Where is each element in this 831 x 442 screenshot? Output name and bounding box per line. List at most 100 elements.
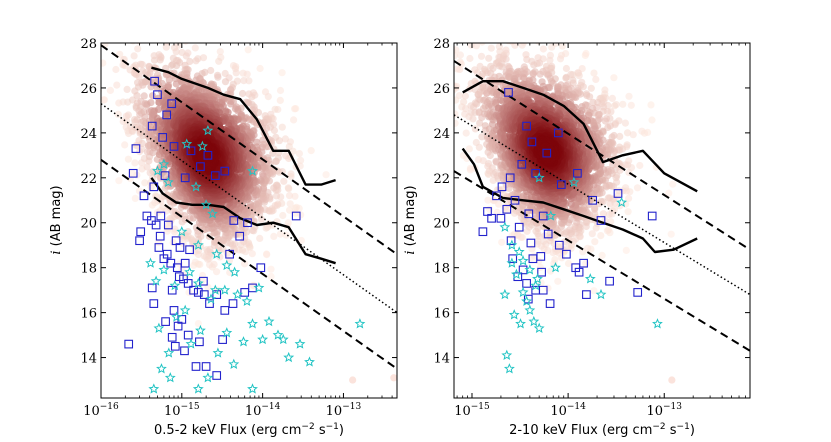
left-density-point [297,236,305,245]
right-density-point [621,119,630,127]
left-density-point [106,86,114,94]
left-square-marker [228,299,238,308]
right-density-point [540,237,548,245]
left-square-marker [193,288,203,297]
left-density-point [216,253,224,261]
right-density-point [536,263,545,271]
right-density-point [623,129,632,137]
left-density-point [156,56,164,64]
right-density-point [456,51,464,59]
left-square-marker [256,263,266,273]
right-density-point [615,187,623,195]
left-density-point [181,212,189,220]
left-density-point [135,73,143,81]
left-square-marker [149,182,159,192]
right-density-point [454,46,460,54]
left-square-marker [149,299,159,308]
left-density-point [134,45,142,53]
right-density-point [467,43,475,49]
left-star-marker [202,124,214,136]
left-density-point [284,184,292,192]
right-density-point [602,182,610,190]
left-x-tick-label: 10−16 [83,402,119,419]
left-square-marker [142,211,152,221]
left-density-point [180,2,187,9]
right-density-point [454,110,459,118]
left-density-point [135,187,143,195]
right-density-point [462,105,470,113]
left-density-point [114,110,122,118]
right-density-point [477,52,486,60]
right-density-point [472,43,480,50]
left-star-marker [253,282,265,293]
left-density-point [138,139,146,147]
right-density-point [566,226,574,234]
left-star-marker [257,333,269,345]
left-density-point [141,35,148,42]
right-density-point [592,75,600,83]
left-density-point [271,105,279,113]
left-density-point [124,111,132,119]
right-density-point [484,196,492,204]
left-star-marker [152,165,163,176]
left-square-marker [167,285,177,295]
right-density-point [460,98,468,106]
left-square-marker [175,243,185,252]
left-density-point [227,100,235,108]
right-density-point [665,189,673,197]
right-density-point [498,63,506,71]
left-star-marker [153,322,165,333]
right-density-point [608,94,617,102]
left-density-point [64,41,71,48]
left-density-point [290,116,298,124]
left-density-point [276,96,284,104]
right-density-point [590,69,598,77]
left-density-point [297,156,305,164]
left-star-marker [185,338,197,349]
right-density-point [486,205,494,213]
right-density-point [547,267,555,275]
left-square-marker [167,99,177,109]
left-density-point [171,225,179,233]
right-density-point [669,180,677,188]
right-density-point [457,60,465,68]
left-density-point [196,260,204,269]
left-square-marker [153,90,162,100]
left-density-point [221,78,230,86]
right-density-point [495,200,503,208]
left-y-tick-label: 22 [80,172,97,187]
left-square-marker [195,337,204,347]
left-square-marker [205,299,214,308]
right-density-point [453,24,460,31]
left-square-marker [183,330,193,340]
left-curve-layer [101,44,397,370]
left-square-marker [173,321,183,331]
left-square-marker [229,216,239,225]
left-density-point [244,46,252,54]
left-density-point [139,30,146,37]
left-square-marker [179,274,188,284]
left-density-point [101,96,108,104]
left-square-marker [147,283,157,293]
left-dashed-curve [101,158,397,370]
right-density-point [562,74,570,82]
left-star-marker [176,226,188,237]
right-density-point [601,117,610,125]
left-density-point [245,77,253,85]
right-density-point [489,13,496,20]
left-square-marker [167,332,177,342]
right-density-point [603,227,612,235]
right-density-point [633,184,642,192]
left-star-marker [202,372,214,383]
left-axes-frame [100,42,398,399]
right-density-point [609,161,617,169]
left-square-marker [135,236,144,246]
left-square-marker [212,371,222,380]
right-density-point [519,35,526,42]
left-density-point [130,24,137,31]
left-square-marker [128,168,138,178]
left-star-marker [219,284,231,295]
left-square-marker [136,227,146,237]
right-density-point [478,43,486,46]
left-density-point [72,87,79,94]
